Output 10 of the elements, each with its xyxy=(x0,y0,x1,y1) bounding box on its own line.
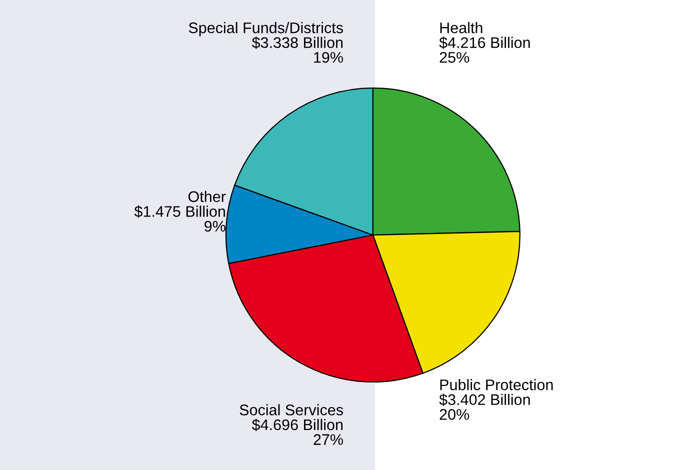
data-label: $4.216 Billion 25% xyxy=(439,36,530,63)
slice-label: Social Services xyxy=(240,404,343,416)
slice-label: Health xyxy=(440,22,482,34)
data-label: $4.696 Billion 27% xyxy=(252,418,343,445)
slice-label: Special Funds/Districts xyxy=(188,22,343,36)
data-label: $3.402 Billion 20% xyxy=(439,394,530,420)
data-label: $3.338 Billion 19% xyxy=(252,36,343,63)
data-label: $1.475 Billion 9% xyxy=(134,205,226,232)
slice-label: Other xyxy=(188,190,226,202)
slice-label: Public Protection xyxy=(440,379,553,390)
